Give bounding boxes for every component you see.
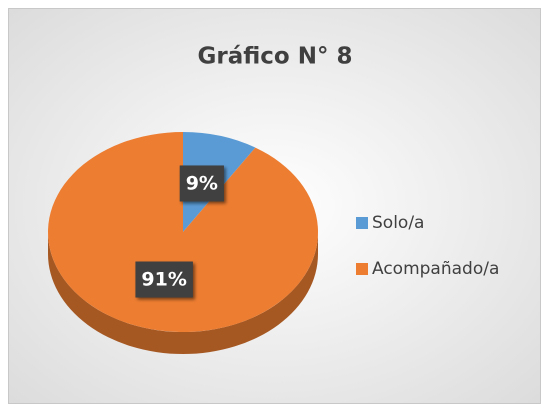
data-label: 91% xyxy=(141,269,186,291)
legend-label: Solo/a xyxy=(372,213,424,233)
slice xyxy=(47,132,318,333)
chart-title: Gráfico N° 8 xyxy=(198,44,353,70)
data-label-box xyxy=(179,165,224,202)
legend-swatch xyxy=(356,217,368,229)
slice-side xyxy=(48,232,318,354)
data-label-box xyxy=(135,261,193,298)
data-label: 9% xyxy=(186,172,218,194)
legend-label: Acompañado/a xyxy=(372,259,499,279)
legend-swatch xyxy=(356,263,368,275)
